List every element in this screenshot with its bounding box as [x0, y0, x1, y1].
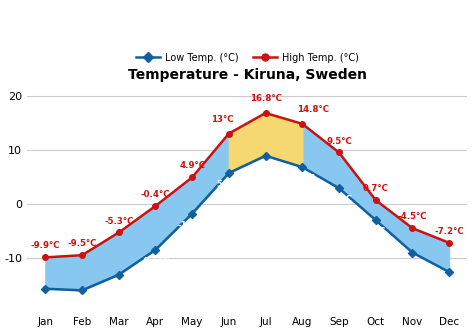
Text: -0.4°C: -0.4°C — [141, 190, 170, 199]
Low Temp. (°C) — [43, 287, 48, 291]
Text: -9.9°C: -9.9°C — [31, 241, 60, 251]
Text: 2.9°C: 2.9°C — [326, 195, 352, 204]
Title: Temperature - Kiruna, Sweden: Temperature - Kiruna, Sweden — [128, 68, 367, 82]
Text: 0.7°C: 0.7°C — [363, 184, 389, 193]
Text: -8.5°C: -8.5°C — [141, 257, 170, 266]
Text: 4.9°C: 4.9°C — [179, 162, 205, 170]
Text: 13°C: 13°C — [210, 115, 233, 124]
High Temp. (°C) — [373, 198, 379, 202]
Text: 9.5°C: 9.5°C — [326, 137, 352, 146]
High Temp. (°C) — [300, 122, 305, 126]
High Temp. (°C) — [263, 111, 268, 115]
Low Temp. (°C) — [116, 273, 122, 277]
Text: 14.8°C: 14.8°C — [297, 105, 329, 114]
High Temp. (°C) — [153, 204, 158, 208]
Low Temp. (°C) — [336, 186, 342, 190]
Text: -12.6°C: -12.6°C — [431, 279, 467, 288]
High Temp. (°C) — [189, 175, 195, 179]
Low Temp. (°C) — [446, 270, 452, 274]
Text: -9°C: -9°C — [402, 260, 422, 268]
High Temp. (°C) — [79, 253, 85, 257]
Text: -7.2°C: -7.2°C — [434, 227, 464, 236]
Legend: Low Temp. (°C), High Temp. (°C): Low Temp. (°C), High Temp. (°C) — [132, 49, 363, 67]
Low Temp. (°C) — [226, 171, 232, 175]
Low Temp. (°C) — [189, 212, 195, 215]
High Temp. (°C) — [43, 256, 48, 260]
Text: -16°C: -16°C — [69, 297, 95, 306]
High Temp. (°C) — [410, 226, 415, 230]
Text: -5.3°C: -5.3°C — [104, 216, 134, 225]
Low Temp. (°C) — [373, 218, 379, 222]
Low Temp. (°C) — [153, 248, 158, 252]
High Temp. (°C) — [446, 241, 452, 245]
Text: 8.9°C: 8.9°C — [253, 163, 279, 172]
Line: Low Temp. (°C): Low Temp. (°C) — [43, 153, 452, 293]
High Temp. (°C) — [226, 132, 232, 136]
Low Temp. (°C) — [410, 251, 415, 255]
Text: -15.7°C: -15.7°C — [27, 296, 63, 305]
Text: 6.8°C: 6.8°C — [289, 174, 315, 183]
Low Temp. (°C) — [263, 154, 268, 158]
Text: 5.7°C: 5.7°C — [216, 180, 242, 189]
High Temp. (°C) — [116, 230, 122, 234]
Line: High Temp. (°C): High Temp. (°C) — [43, 110, 452, 260]
Low Temp. (°C) — [79, 288, 85, 292]
Text: -3°C: -3°C — [365, 227, 386, 236]
Text: -9.5°C: -9.5°C — [67, 239, 97, 248]
Low Temp. (°C) — [300, 165, 305, 169]
High Temp. (°C) — [336, 151, 342, 155]
Text: 16.8°C: 16.8°C — [250, 94, 282, 103]
Text: -13.1°C: -13.1°C — [101, 282, 137, 291]
Text: -1.8°C: -1.8°C — [177, 220, 207, 229]
Text: -4.5°C: -4.5°C — [398, 212, 427, 221]
